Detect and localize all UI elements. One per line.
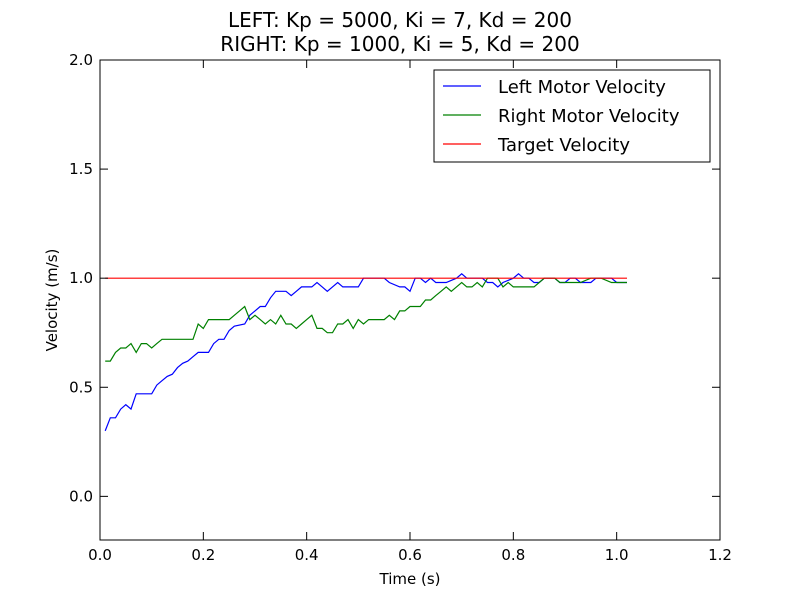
legend-label-target: Target Velocity xyxy=(497,135,630,156)
series-line-left-motor-velocity xyxy=(104,273,627,432)
x-axis-label: Time (s) xyxy=(379,570,441,588)
x-tick-label: 0.6 xyxy=(398,546,422,564)
chart-title: LEFT: Kp = 5000, Ki = 7, Kd = 200 xyxy=(228,8,572,32)
y-tick-label: 0.5 xyxy=(69,378,93,396)
legend-label-left-motor: Left Motor Velocity xyxy=(498,77,666,98)
chart-subtitle: RIGHT: Kp = 1000, Ki = 5, Kd = 200 xyxy=(220,32,579,56)
y-tick-label: 1.5 xyxy=(69,160,93,178)
x-tick-label: 1.0 xyxy=(605,546,629,564)
y-tick-label: 2.0 xyxy=(69,51,93,69)
y-tick-label: 1.0 xyxy=(69,269,93,287)
y-tick-label: 0.0 xyxy=(69,487,93,505)
x-tick-label: 0.0 xyxy=(88,546,112,564)
x-tick-label: 1.2 xyxy=(708,546,732,564)
legend-label-right-motor: Right Motor Velocity xyxy=(498,106,680,127)
x-tick-label: 0.8 xyxy=(501,546,525,564)
x-tick-label: 0.2 xyxy=(191,546,215,564)
y-axis-label: Velocity (m/s) xyxy=(43,249,61,352)
legend: Left Motor Velocity Right Motor Velocity… xyxy=(433,69,711,163)
series-line-right-motor-velocity xyxy=(105,277,627,362)
legend-box xyxy=(433,69,711,163)
x-tick-label: 0.4 xyxy=(295,546,319,564)
